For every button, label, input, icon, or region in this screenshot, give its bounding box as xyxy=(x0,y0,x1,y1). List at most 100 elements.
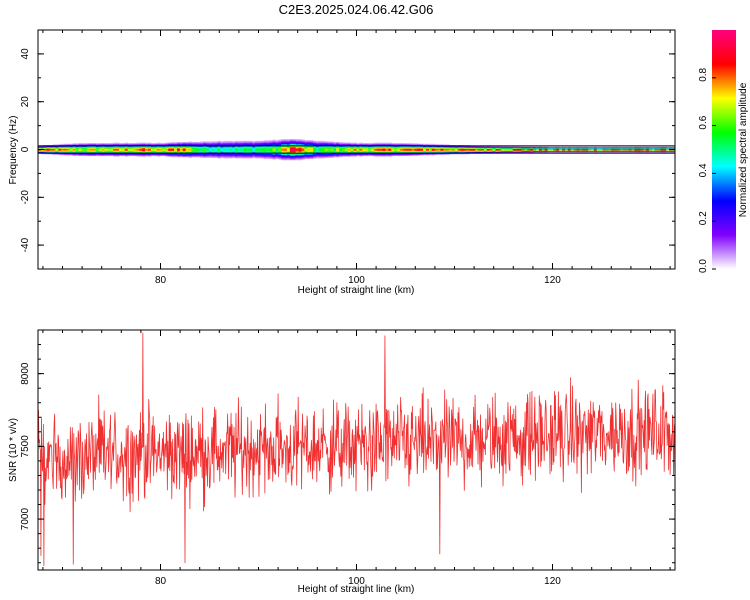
heatmap-cell xyxy=(399,147,404,149)
heatmap-cell xyxy=(168,148,172,150)
heatmap-cell xyxy=(417,143,421,145)
heatmap-cell xyxy=(182,149,187,151)
heatmap-cell xyxy=(55,149,59,151)
heatmap-cell xyxy=(385,143,389,145)
heatmap-cell xyxy=(373,155,378,157)
heatmap-cell xyxy=(527,148,531,150)
spectrogram-heatmap xyxy=(38,139,675,161)
heatmap-cell xyxy=(289,148,294,150)
heatmap-cell xyxy=(307,143,311,145)
heatmap-cell xyxy=(318,155,323,157)
heatmap-cell xyxy=(368,150,372,152)
heatmap-cell xyxy=(339,150,343,152)
heatmap-cell xyxy=(463,146,468,148)
heatmap-cell xyxy=(365,153,369,155)
heatmap-cell xyxy=(420,144,424,146)
heatmap-cell xyxy=(324,142,329,144)
heatmap-cell xyxy=(52,147,56,149)
heatmap-cell xyxy=(116,150,120,152)
heatmap-cell xyxy=(217,143,222,145)
heatmap-cell xyxy=(524,151,528,153)
heatmap-cell xyxy=(127,149,132,151)
heatmap-cell xyxy=(191,150,195,152)
heatmap-cell xyxy=(509,151,514,153)
heatmap-cell xyxy=(562,146,566,148)
heatmap-cell xyxy=(370,151,375,153)
heatmap-cell xyxy=(208,147,213,149)
heatmap-cell xyxy=(269,156,274,158)
heatmap-cell xyxy=(486,150,491,152)
heatmap-cell xyxy=(350,146,355,148)
heatmap-cell xyxy=(388,143,392,145)
heatmap-cell xyxy=(394,151,398,153)
heatmap-cell xyxy=(356,154,360,156)
heatmap-cell xyxy=(463,153,468,155)
heatmap-cell xyxy=(171,148,175,149)
heatmap-cell xyxy=(217,147,222,149)
heatmap-cell xyxy=(255,155,259,157)
heatmap-cell xyxy=(602,151,607,153)
heatmap-cell xyxy=(353,153,358,155)
heatmap-cell xyxy=(197,142,201,143)
heatmap-cell xyxy=(634,146,638,148)
heatmap-cell xyxy=(521,151,526,153)
heatmap-cell xyxy=(318,146,323,148)
heatmap-cell xyxy=(379,151,384,153)
heatmap-cell xyxy=(397,153,401,155)
heatmap-cell xyxy=(95,151,100,153)
heatmap-cell xyxy=(52,150,56,152)
heatmap-cell xyxy=(359,150,363,152)
heatmap-cell xyxy=(124,153,129,155)
heatmap-cell xyxy=(483,149,488,151)
heatmap-cell xyxy=(150,150,155,152)
heatmap-cell xyxy=(414,149,418,151)
heatmap-cell xyxy=(388,155,392,157)
heatmap-cell xyxy=(182,142,187,144)
heatmap-cell xyxy=(365,144,369,146)
heatmap-cell xyxy=(672,148,675,149)
heatmap-cell xyxy=(208,146,213,148)
heatmap-cell xyxy=(339,146,343,148)
heatmap-cell xyxy=(602,148,607,149)
heatmap-cell xyxy=(449,148,453,149)
heatmap-cell xyxy=(333,147,337,149)
heatmap-cell xyxy=(640,149,644,151)
heatmap-cell xyxy=(55,153,59,155)
heatmap-cell xyxy=(269,149,274,151)
heatmap-cell xyxy=(295,148,300,149)
heatmap-cell xyxy=(240,141,245,143)
heatmap-cell xyxy=(321,142,326,143)
heatmap-cell xyxy=(113,153,117,155)
heatmap-cell xyxy=(171,155,175,157)
heatmap-cell xyxy=(258,150,262,152)
heatmap-cell xyxy=(185,149,190,151)
heatmap-cell xyxy=(460,153,465,155)
heatmap-cell xyxy=(359,155,363,157)
heatmap-cell xyxy=(185,149,190,151)
heatmap-cell xyxy=(315,150,320,152)
heatmap-cell xyxy=(61,153,65,155)
heatmap-cell xyxy=(368,153,372,155)
heatmap-cell xyxy=(246,144,250,146)
heatmap-cell xyxy=(266,149,271,151)
heatmap-cell xyxy=(431,151,436,153)
heatmap-cell xyxy=(402,143,407,145)
heatmap-cell xyxy=(339,142,343,143)
heatmap-cell xyxy=(446,151,450,153)
heatmap-cell xyxy=(40,148,45,149)
heatmap-cell xyxy=(608,148,612,149)
heatmap-cell xyxy=(533,148,537,150)
heatmap-cell xyxy=(64,149,68,151)
heatmap-cell xyxy=(657,147,662,149)
heatmap-cell xyxy=(226,150,230,152)
heatmap-cell xyxy=(489,149,494,151)
heatmap-cell xyxy=(507,146,511,148)
heatmap-cell xyxy=(237,140,242,142)
heatmap-cell xyxy=(466,148,471,149)
heatmap-cell xyxy=(272,153,277,155)
heatmap-cell xyxy=(223,142,227,143)
heatmap-cell xyxy=(515,151,520,153)
heatmap-cell xyxy=(344,154,349,156)
heatmap-cell xyxy=(145,155,149,157)
heatmap-cell xyxy=(281,142,285,143)
